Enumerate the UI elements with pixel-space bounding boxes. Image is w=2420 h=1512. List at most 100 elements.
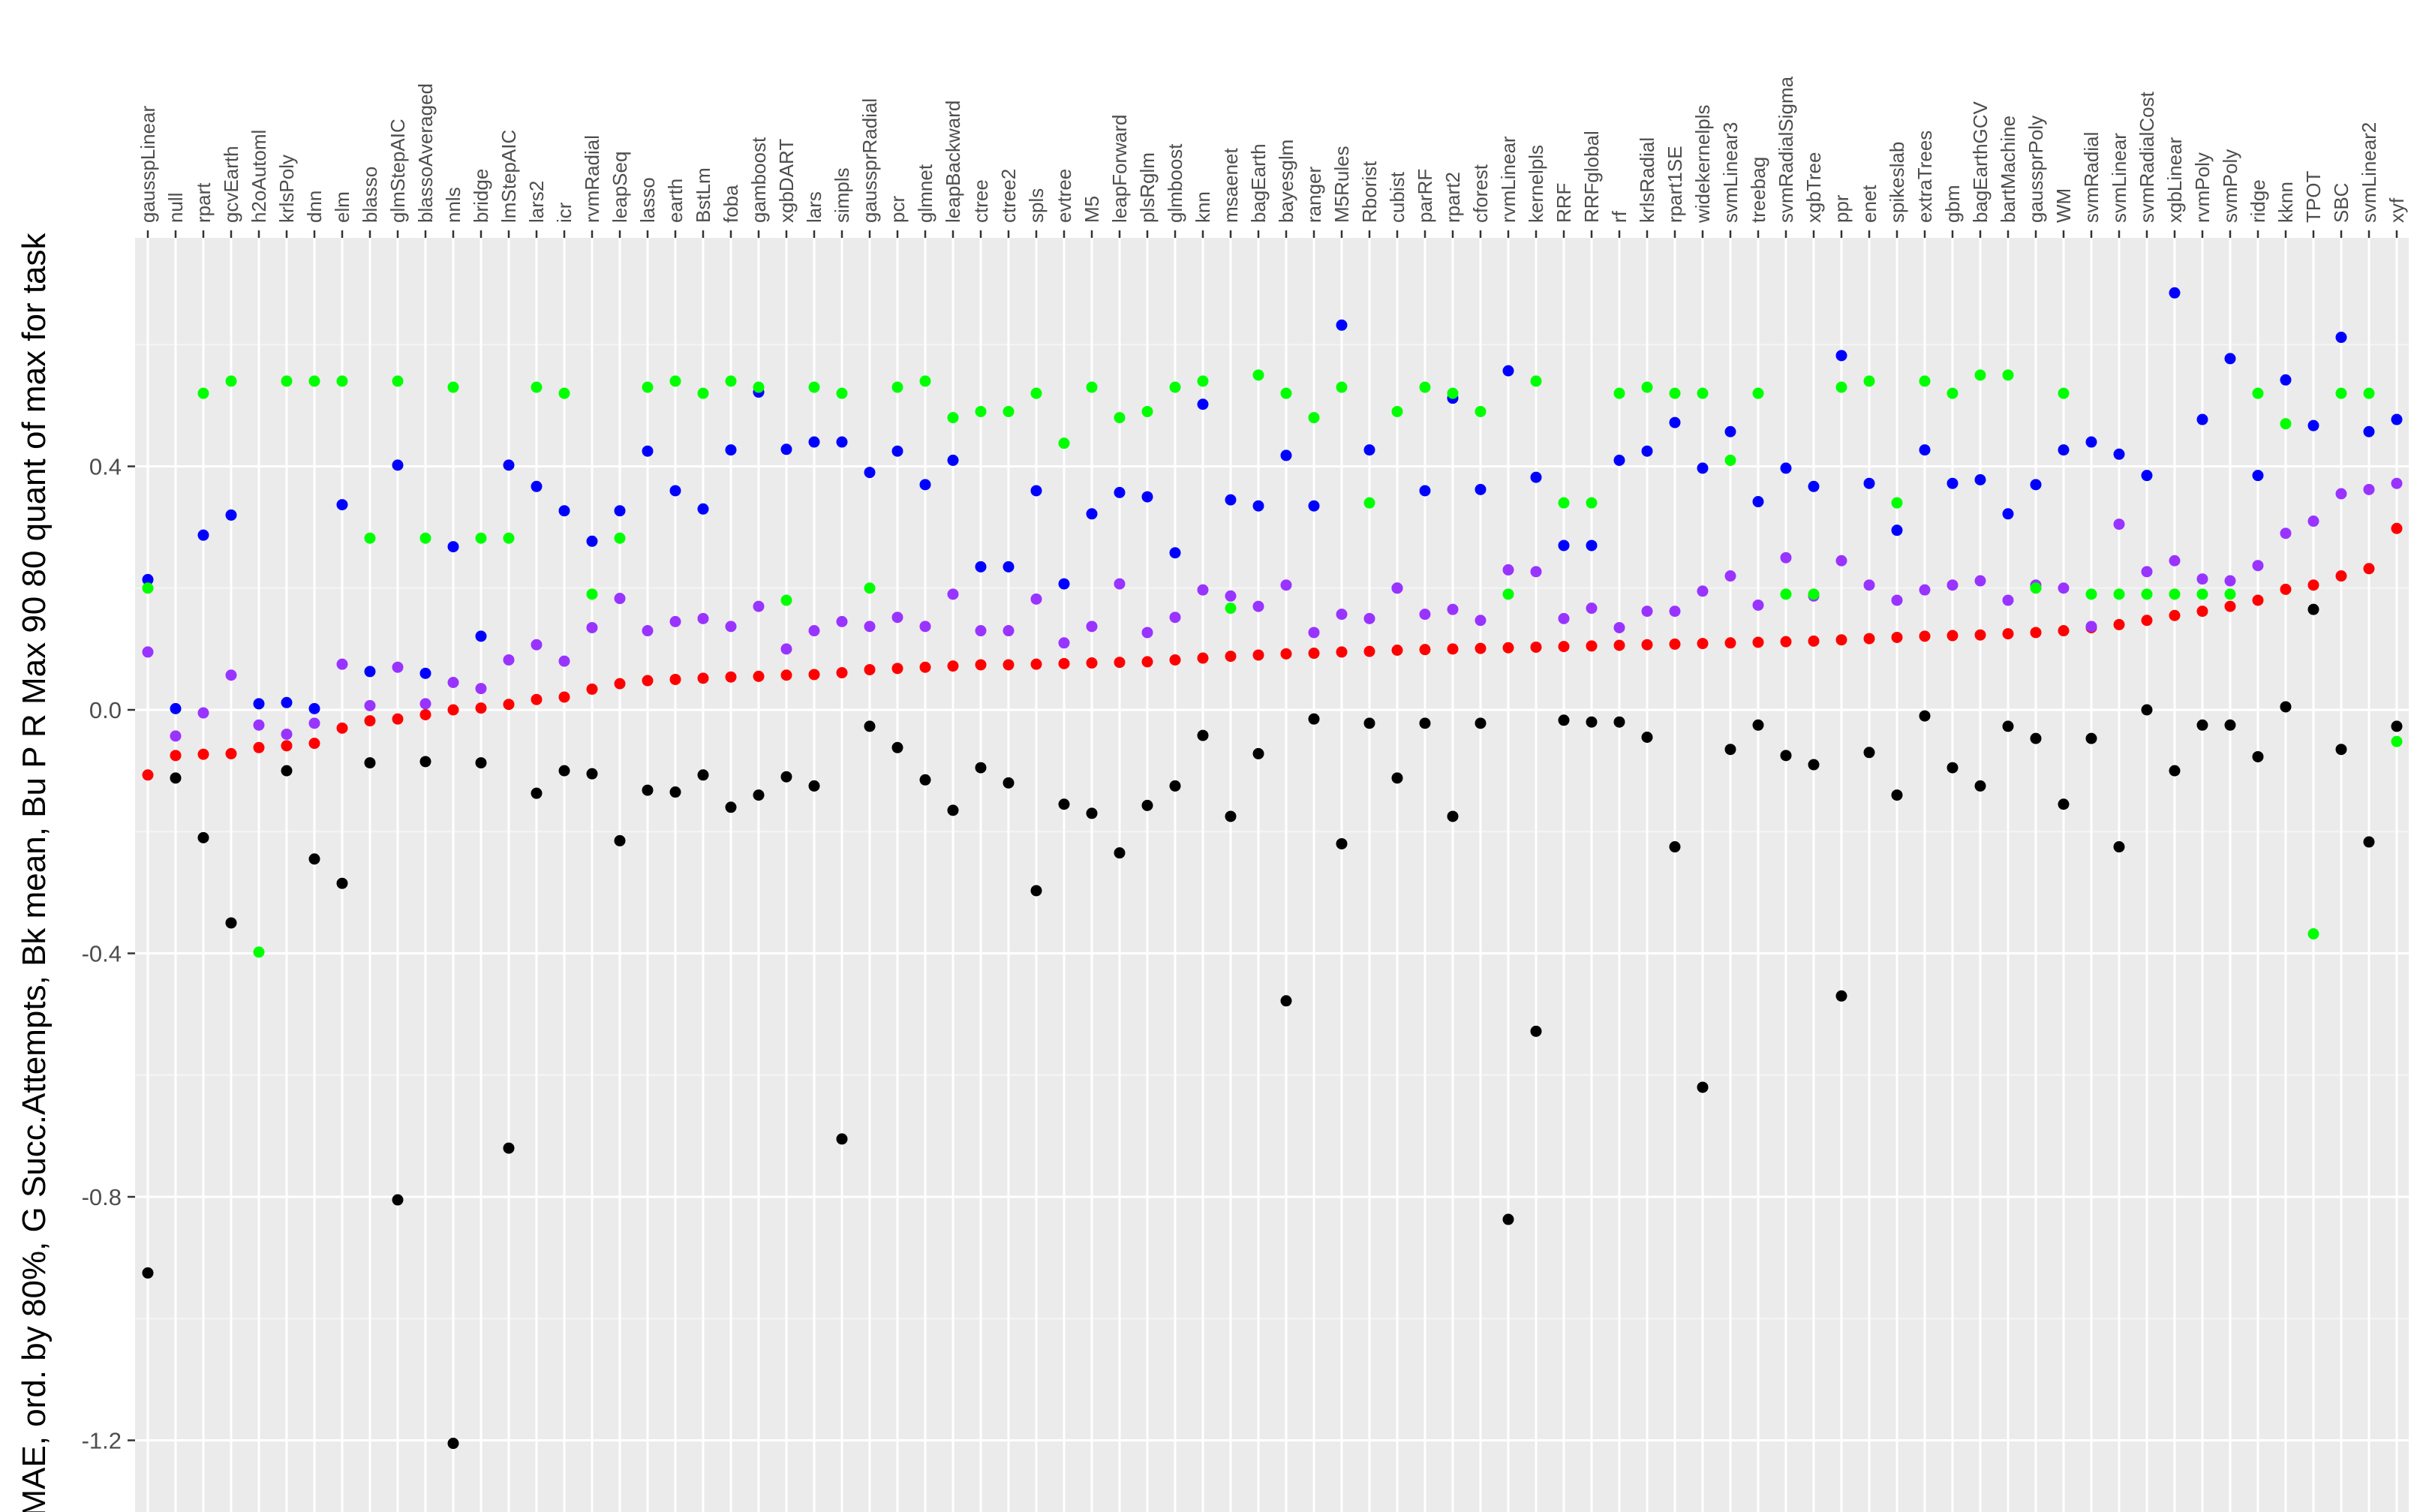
data-point xyxy=(225,917,237,929)
data-point xyxy=(2113,618,2125,630)
x-tick-label: lmStepAIC xyxy=(498,130,520,223)
data-point xyxy=(947,454,959,466)
data-point xyxy=(170,702,182,714)
data-point xyxy=(1780,588,1792,600)
data-point xyxy=(1169,654,1181,666)
data-point xyxy=(669,673,681,685)
data-point xyxy=(1225,603,1237,615)
data-point xyxy=(1641,639,1653,651)
data-point xyxy=(2002,594,2014,606)
data-point xyxy=(364,666,376,678)
data-point xyxy=(1586,716,1598,728)
data-point xyxy=(2141,588,2153,600)
x-tick-label: earth xyxy=(664,179,687,223)
data-point xyxy=(1336,837,1348,849)
data-point xyxy=(2391,413,2403,425)
data-point xyxy=(1586,497,1598,509)
data-point xyxy=(2224,719,2236,731)
data-point xyxy=(1391,644,1403,656)
data-point xyxy=(336,877,348,889)
data-point xyxy=(1919,710,1931,722)
data-point xyxy=(142,573,154,585)
data-point xyxy=(586,683,598,695)
data-point xyxy=(1974,629,1986,641)
data-point xyxy=(2113,841,2125,853)
data-point xyxy=(475,757,487,769)
data-point xyxy=(392,713,404,725)
data-point xyxy=(2252,750,2264,762)
data-point xyxy=(1808,635,1820,647)
data-point xyxy=(780,443,792,455)
data-point xyxy=(808,625,820,637)
data-point xyxy=(586,768,598,780)
data-point xyxy=(2307,419,2319,431)
x-tick-label: bayesglm xyxy=(1275,140,1297,223)
data-point xyxy=(725,444,737,456)
data-point xyxy=(2169,287,2181,299)
data-point xyxy=(2224,600,2236,612)
data-point xyxy=(2141,566,2153,578)
data-point xyxy=(2363,425,2375,437)
x-tick-label: gaussprRadial xyxy=(858,98,881,223)
data-point xyxy=(142,646,154,658)
data-point xyxy=(419,756,431,768)
data-point xyxy=(1308,713,1320,725)
data-point xyxy=(1558,540,1570,552)
data-point xyxy=(2280,528,2292,540)
data-point xyxy=(836,387,848,399)
data-point xyxy=(1835,350,1847,362)
data-point xyxy=(1308,500,1320,512)
data-point xyxy=(642,784,654,796)
data-point xyxy=(753,381,765,393)
data-point xyxy=(1030,485,1042,497)
data-point xyxy=(2363,836,2375,848)
data-point xyxy=(1252,747,1264,759)
data-point xyxy=(475,683,487,695)
data-point xyxy=(1197,375,1209,387)
data-point xyxy=(308,375,320,387)
data-point xyxy=(919,621,931,633)
data-point xyxy=(725,375,737,387)
x-tick-label: ranger xyxy=(1303,167,1325,223)
data-point xyxy=(836,436,848,448)
data-point xyxy=(975,762,987,774)
data-point xyxy=(1891,525,1903,537)
data-point xyxy=(2113,448,2125,460)
data-point xyxy=(753,600,765,612)
x-tick-label: rvmRadial xyxy=(581,135,603,223)
minor-gridlines xyxy=(135,344,2409,1320)
data-point xyxy=(197,529,209,541)
data-point xyxy=(2002,720,2014,732)
data-point xyxy=(1558,641,1570,653)
data-point xyxy=(1475,405,1487,417)
data-point xyxy=(1280,449,1292,461)
data-point xyxy=(2002,369,2014,381)
data-point xyxy=(475,532,487,544)
data-point xyxy=(225,509,237,521)
data-point xyxy=(336,658,348,670)
data-point xyxy=(225,669,237,681)
data-point xyxy=(642,381,654,393)
data-point xyxy=(2391,522,2403,534)
data-point xyxy=(1919,375,1931,387)
data-point xyxy=(614,532,626,544)
data-point xyxy=(614,834,626,846)
data-point xyxy=(1752,719,1764,731)
data-point xyxy=(2196,413,2208,425)
data-point xyxy=(1308,627,1320,639)
y-tick-label: 0.0 xyxy=(89,697,122,723)
data-point xyxy=(1835,381,1847,393)
data-point xyxy=(2224,353,2236,365)
x-tick-label: krlsPoly xyxy=(275,155,298,223)
x-tick-label: rvmLinear xyxy=(1497,136,1520,223)
x-tick-label: spikeslab xyxy=(1886,142,1908,223)
data-point xyxy=(1974,575,1986,587)
data-point xyxy=(2307,516,2319,528)
data-point xyxy=(1447,810,1459,822)
data-point xyxy=(919,479,931,491)
data-point xyxy=(308,702,320,714)
data-point xyxy=(2141,704,2153,716)
data-point xyxy=(2252,560,2264,572)
data-point xyxy=(1947,630,1959,642)
data-point xyxy=(1891,789,1903,801)
